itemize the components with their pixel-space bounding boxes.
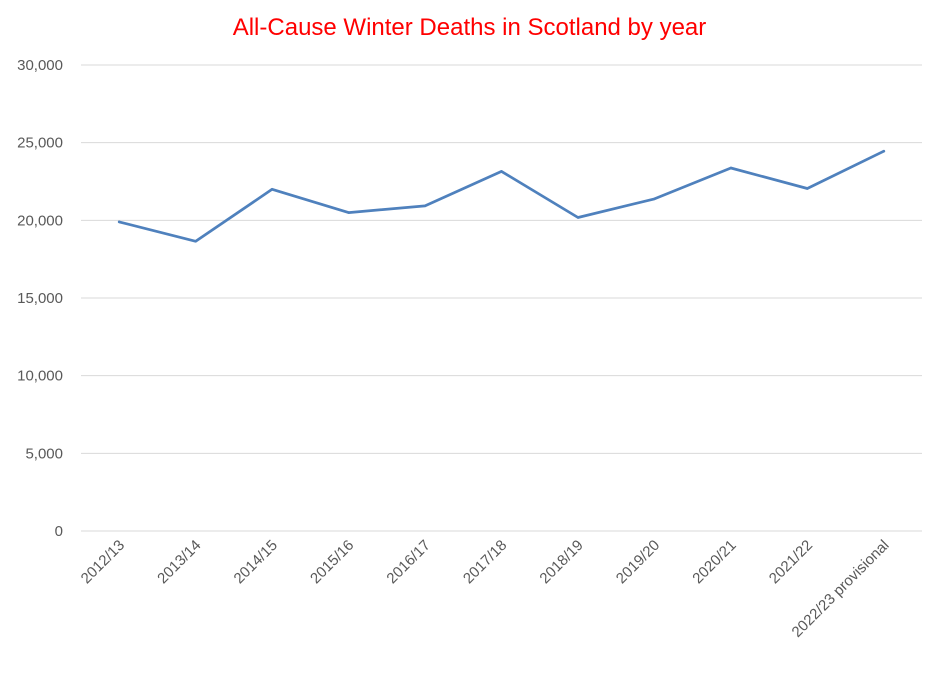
x-tick-label: 2019/20 — [613, 537, 663, 587]
data-point — [576, 216, 580, 219]
x-tick-label: 2018/19 — [536, 537, 586, 587]
x-tick-label: 2014/15 — [231, 537, 281, 587]
series-line — [117, 149, 886, 243]
y-tick-label: 0 — [55, 523, 63, 540]
y-tick-label: 25,000 — [17, 135, 63, 152]
x-tick-label: 2015/16 — [307, 537, 357, 587]
data-point — [194, 240, 197, 243]
x-tick-label: 2021/22 — [766, 537, 816, 587]
y-tick-label: 30,000 — [17, 57, 63, 74]
data-point — [270, 188, 274, 191]
series-layer — [117, 149, 886, 243]
data-point — [118, 220, 121, 224]
data-point — [806, 187, 809, 190]
x-tick-label: 2020/21 — [689, 537, 739, 587]
x-tick-label: 2017/18 — [460, 537, 510, 587]
x-axis-tick-labels: 2012/13 2013/14 2014/15 2015/16 2016/17 2017/… — [78, 537, 893, 641]
x-tick-label: 2012/13 — [78, 537, 128, 587]
data-point — [347, 211, 350, 214]
y-tick-label: 10,000 — [17, 368, 63, 385]
y-axis-tick-labels: 0 5,000 10,000 15,000 20,000 25,000 30,000 — [17, 57, 63, 540]
y-tick-label: 20,000 — [17, 212, 63, 229]
x-tick-label: 2013/14 — [154, 537, 204, 587]
data-point — [653, 197, 656, 201]
data-point — [882, 150, 885, 153]
gridlines — [81, 64, 922, 532]
data-point — [500, 170, 503, 173]
chart-title: All-Cause Winter Deaths in Scotland by y… — [232, 14, 707, 41]
y-tick-label: 5,000 — [25, 445, 63, 462]
y-tick-label: 15,000 — [17, 290, 63, 307]
x-tick-label: 2016/17 — [384, 537, 434, 587]
data-point — [423, 204, 427, 208]
data-point — [729, 166, 733, 170]
